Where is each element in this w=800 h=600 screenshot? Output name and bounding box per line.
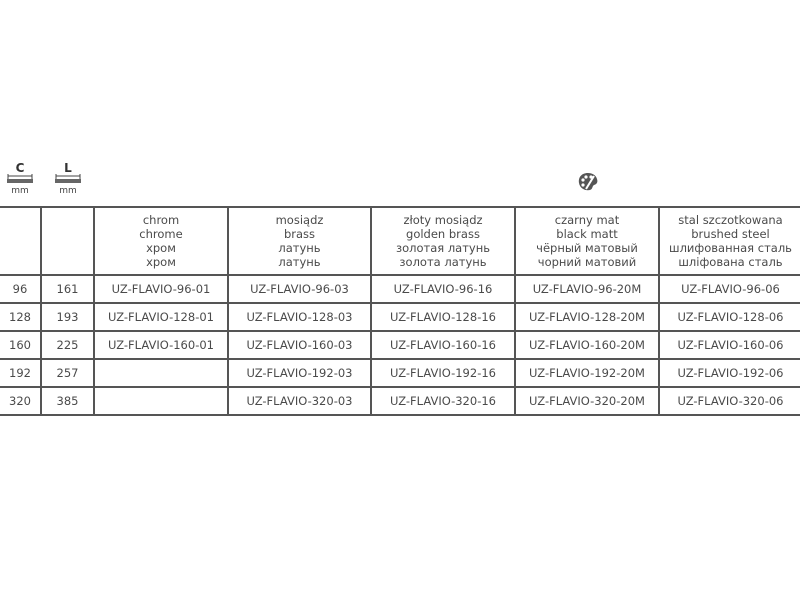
palette-icon (578, 173, 598, 191)
l-value-cell: 385 (40, 386, 95, 416)
product-code-cell: UZ-FLAVIO-160-20M (514, 330, 660, 360)
product-code-cell: UZ-FLAVIO-96-20M (514, 274, 660, 304)
dimension-letter: C (15, 161, 25, 175)
c-value-cell: 128 (0, 302, 42, 332)
dimension-unit: mm (59, 186, 77, 196)
finish-name-en: chrome (139, 227, 183, 241)
table-row: 192 257 UZ-FLAVIO-192-03 UZ-FLAVIO-192-16 UZ… (0, 358, 800, 388)
product-code-cell: UZ-FLAVIO-320-16 (370, 386, 516, 416)
l-value-cell: 257 (40, 358, 95, 388)
product-code-cell: UZ-FLAVIO-96-01 (93, 274, 229, 304)
product-code-cell (93, 358, 229, 388)
l-value-cell: 161 (40, 274, 95, 304)
finish-header-cell: złoty mosiądz golden brass золотая латунь з… (370, 206, 516, 276)
dimension-l-header: L mm (53, 161, 83, 196)
product-code-cell: UZ-FLAVIO-96-06 (658, 274, 800, 304)
c-value-cell: 192 (0, 358, 42, 388)
finish-name-ua: чорний матовий (537, 255, 637, 269)
finish-name-ru: чёрный матовый (536, 241, 638, 255)
product-code-cell: UZ-FLAVIO-192-06 (658, 358, 800, 388)
finish-name-ru: шлифованная сталь (669, 241, 792, 255)
product-code-cell: UZ-FLAVIO-160-03 (227, 330, 372, 360)
finish-name-pl: chrom (142, 213, 180, 227)
finish-header-cell: chrom chrome хром хром (93, 206, 229, 276)
product-code-cell: UZ-FLAVIO-320-20M (514, 386, 660, 416)
product-code-cell: UZ-FLAVIO-160-16 (370, 330, 516, 360)
empty-header-cell (40, 206, 95, 276)
finish-name-en: golden brass (406, 227, 480, 241)
finish-name-pl: czarny mat (554, 213, 620, 227)
product-code-cell: UZ-FLAVIO-128-01 (93, 302, 229, 332)
table-row: 128 193 UZ-FLAVIO-128-01 UZ-FLAVIO-128-03 UZ… (0, 302, 800, 332)
dimension-unit: mm (11, 186, 29, 196)
c-value-cell: 160 (0, 330, 42, 360)
product-code-cell: UZ-FLAVIO-128-20M (514, 302, 660, 332)
product-code-cell: UZ-FLAVIO-192-03 (227, 358, 372, 388)
finish-header-cell: mosiądz brass латунь латунь (227, 206, 372, 276)
finish-name-pl: mosiądz (275, 213, 324, 227)
product-code-cell: UZ-FLAVIO-192-20M (514, 358, 660, 388)
finish-name-pl: stal szczotkowana (678, 213, 783, 227)
finish-header-cell: stal szczotkowana brushed steel шлифованна… (658, 206, 800, 276)
finish-name-ua: шліфована сталь (678, 255, 783, 269)
ruler-icon (7, 174, 33, 183)
dimension-c-header: C mm (5, 161, 35, 196)
finish-name-pl: złoty mosiądz (403, 213, 483, 227)
finish-name-ru: золотая латунь (395, 241, 491, 255)
empty-header-cell (0, 206, 42, 276)
finish-header-row: chrom chrome хром хром mosiądz brass латунь лат… (0, 206, 800, 276)
product-code-cell: UZ-FLAVIO-192-16 (370, 358, 516, 388)
finish-header-cell: czarny mat black matt чёрный матовый чорний… (514, 206, 660, 276)
finish-name-en: brushed steel (691, 227, 770, 241)
product-code-cell: UZ-FLAVIO-96-03 (227, 274, 372, 304)
c-value-cell: 320 (0, 386, 42, 416)
product-code-cell: UZ-FLAVIO-96-16 (370, 274, 516, 304)
finish-name-en: brass (283, 227, 316, 241)
product-code-cell: UZ-FLAVIO-320-03 (227, 386, 372, 416)
product-code-cell: UZ-FLAVIO-128-03 (227, 302, 372, 332)
product-code-cell: UZ-FLAVIO-160-01 (93, 330, 229, 360)
dimension-letter: L (64, 161, 72, 175)
product-code-cell: UZ-FLAVIO-160-06 (658, 330, 800, 360)
finish-name-ua: хром (146, 255, 176, 269)
l-value-cell: 193 (40, 302, 95, 332)
table-row: 160 225 UZ-FLAVIO-160-01 UZ-FLAVIO-160-03 UZ… (0, 330, 800, 360)
c-value-cell: 96 (0, 274, 42, 304)
product-code-cell: UZ-FLAVIO-128-16 (370, 302, 516, 332)
product-code-cell: UZ-FLAVIO-128-06 (658, 302, 800, 332)
table-row: 320 385 UZ-FLAVIO-320-03 UZ-FLAVIO-320-16 UZ… (0, 386, 800, 416)
product-table: chrom chrome хром хром mosiądz brass латунь лат… (0, 206, 800, 416)
table-row: 96 161 UZ-FLAVIO-96-01 UZ-FLAVIO-96-03 UZ-FL… (0, 274, 800, 304)
finish-name-ua: золота латунь (399, 255, 487, 269)
finish-name-ru: хром (146, 241, 176, 255)
product-code-cell: UZ-FLAVIO-320-06 (658, 386, 800, 416)
l-value-cell: 225 (40, 330, 95, 360)
finish-name-en: black matt (556, 227, 618, 241)
ruler-icon (55, 174, 81, 183)
product-code-cell (93, 386, 229, 416)
finish-name-ru: латунь (278, 241, 321, 255)
finish-name-ua: латунь (278, 255, 321, 269)
